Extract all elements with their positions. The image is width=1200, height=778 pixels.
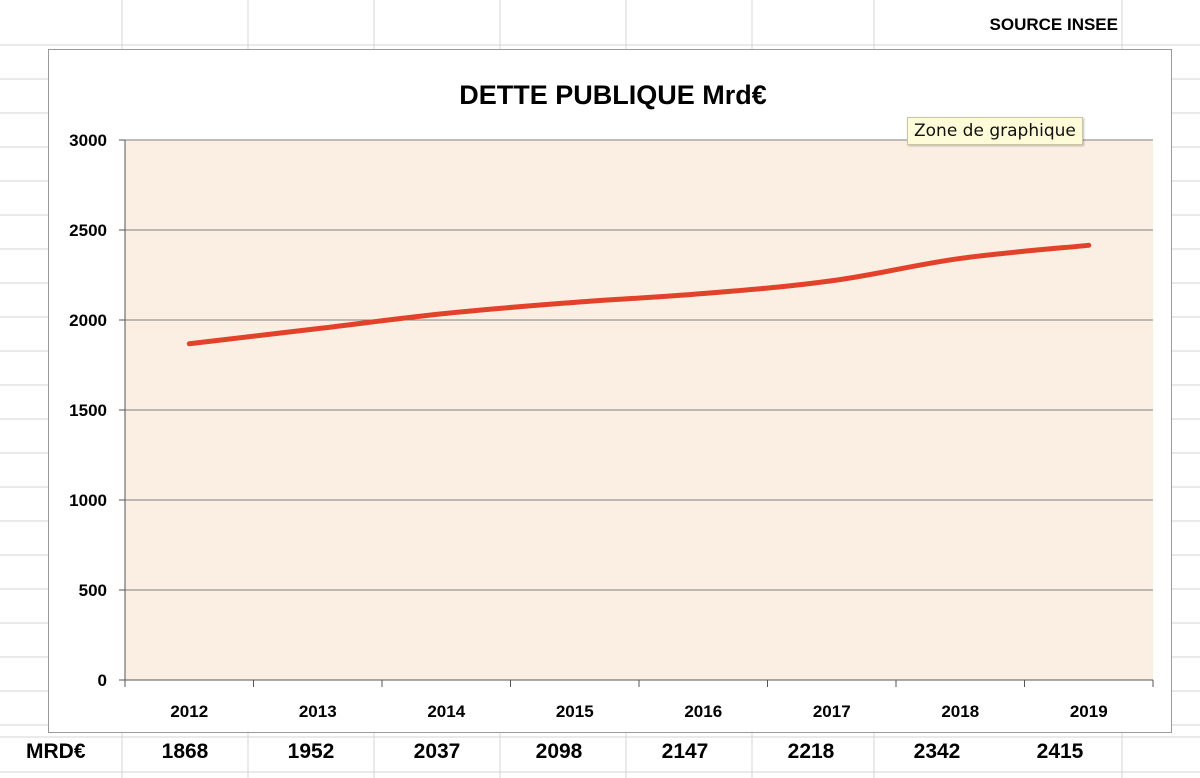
data-point-2018	[958, 256, 963, 261]
y-tick-label-1500: 1500	[69, 401, 107, 420]
data-point-2019	[1086, 243, 1091, 248]
data-point-2015	[572, 300, 577, 305]
row-value-2013: 1952	[287, 740, 335, 763]
y-tick-label-1000: 1000	[69, 491, 107, 510]
data-point-2014	[444, 311, 449, 316]
y-tick-label-2500: 2500	[69, 221, 107, 240]
data-point-2012	[187, 341, 192, 346]
data-point-2017	[829, 278, 834, 283]
data-point-2013	[315, 326, 320, 331]
row-value-2012: 1868	[161, 740, 209, 763]
x-tick-label-2012: 2012	[170, 702, 208, 721]
chart-title: DETTE PUBLIQUE Mrd€	[459, 80, 767, 110]
row-value-2014: 2037	[413, 740, 461, 763]
y-tick-label-0: 0	[98, 671, 107, 690]
x-tick-label-2013: 2013	[299, 702, 337, 721]
row-value-2016: 2147	[661, 740, 709, 763]
y-tick-label-2000: 2000	[69, 311, 107, 330]
chart-area[interactable]: DETTE PUBLIQUE Mrd€ 0 500 1000 1500 2000 2500…	[48, 49, 1172, 733]
row-value-2018: 2342	[913, 740, 961, 763]
data-point-2016	[701, 291, 706, 296]
x-tick-label-2017: 2017	[813, 702, 851, 721]
x-tick-label-2015: 2015	[556, 702, 594, 721]
row-value-2015: 2098	[535, 740, 583, 763]
y-tick-label-3000: 3000	[69, 131, 107, 150]
x-tick-label-2014: 2014	[427, 702, 465, 721]
series-line-0	[186, 242, 1092, 347]
row-label: MRD€	[26, 740, 86, 763]
line-chart: DETTE PUBLIQUE Mrd€ 0 500 1000 1500 2000 2500…	[69, 80, 1154, 721]
x-tick-label-2018: 2018	[941, 702, 979, 721]
source-label: SOURCE INSEE	[989, 15, 1118, 34]
chart-area-tooltip: Zone de graphique	[907, 117, 1083, 145]
x-tick-label-2016: 2016	[684, 702, 722, 721]
y-tick-label-500: 500	[79, 581, 107, 600]
row-value-2017: 2218	[787, 740, 835, 763]
row-value-2019: 2415	[1036, 740, 1084, 763]
x-tick-label-2019: 2019	[1070, 702, 1108, 721]
